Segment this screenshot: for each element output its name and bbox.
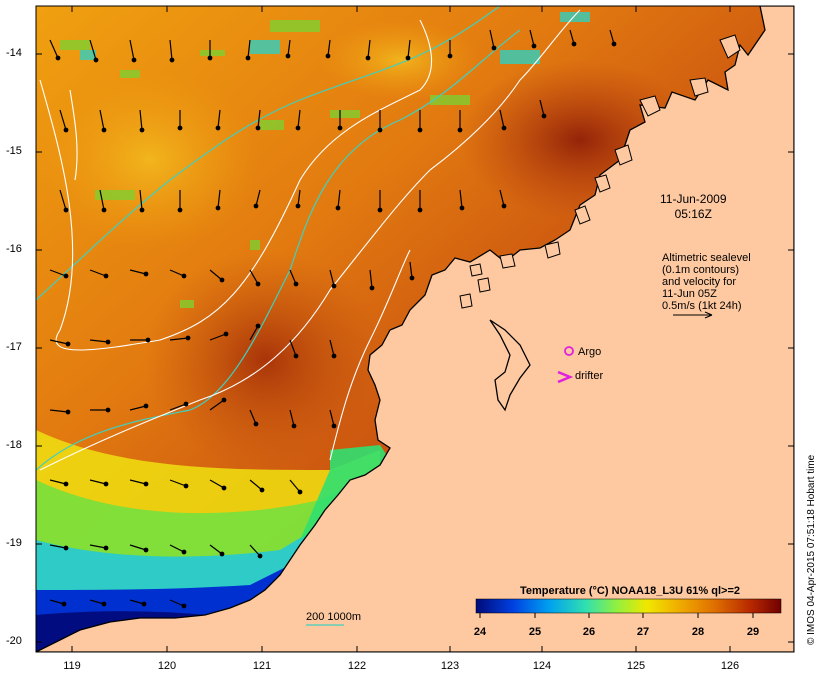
date-annotation: 11-Jun-2009 05:16Z [660,192,727,222]
drifter-label: drifter [575,370,604,382]
altimetry-line-3: and velocity for [662,276,736,288]
colorbar [475,598,782,614]
warm-core-central [145,250,385,470]
date-line: 11-Jun-2009 [660,192,727,206]
altimetry-line-4: 11-Jun 05Z [662,288,717,300]
argo-marker [564,346,574,356]
lon-label-123: 123 [440,660,460,672]
altimetry-line-1: Altimetric sealevel [662,252,751,264]
colorbar-tick-29: 29 [746,626,760,638]
colorbar-tick-28: 28 [691,626,705,638]
kimberley-islands [459,34,741,309]
lat-label-18: -18 [6,439,22,451]
velocity-vectors [49,29,617,609]
altimetry-line-2: (0.1m contours) [662,264,740,276]
lat-label-15: -15 [6,145,22,157]
lat-label-20: -20 [6,635,22,647]
lon-label-122: 122 [347,660,367,672]
cool-speckles [60,20,470,308]
lat-label-19: -19 [6,537,22,549]
lon-label-119: 119 [63,660,81,672]
isobath-legend-label: 200 1000m [306,611,362,623]
colorbar-title: Temperature (°C) NOAA18_L3U 61% ql>=2 [520,585,740,597]
sealevel-contours [39,9,581,471]
altimetry-annotation: Altimetric sealevel (0.1m contours) and … [662,252,751,312]
lon-label-126: 126 [720,660,740,672]
time-line: 05:16Z [674,207,712,221]
colorbar-tick-24: 24 [473,626,487,638]
altimetry-line-5: 0.5m/s (1kt 24h) [662,300,742,312]
lon-label-121: 121 [252,660,272,672]
colorbar-tick-26: 26 [582,626,596,638]
lat-ticks [36,53,794,643]
lat-label-16: -16 [6,243,22,255]
lat-label-14: -14 [6,47,22,59]
colorbar-tick-25: 25 [528,626,542,638]
lon-ticks [71,6,731,652]
lat-label-17: -17 [6,341,22,353]
lon-label-125: 125 [626,660,646,672]
argo-label: Argo [578,346,602,358]
plot-frame [35,5,795,653]
land-mass [36,6,794,652]
lon-label-124: 124 [532,660,552,672]
drifter-marker [557,370,574,384]
lon-label-120: 120 [157,660,177,672]
isobath-1000m [36,6,501,301]
colorbar-tick-27: 27 [636,626,650,638]
imos-credit: © IMOS 04-Apr-2015 07:51:18 Hobart time [806,454,817,645]
